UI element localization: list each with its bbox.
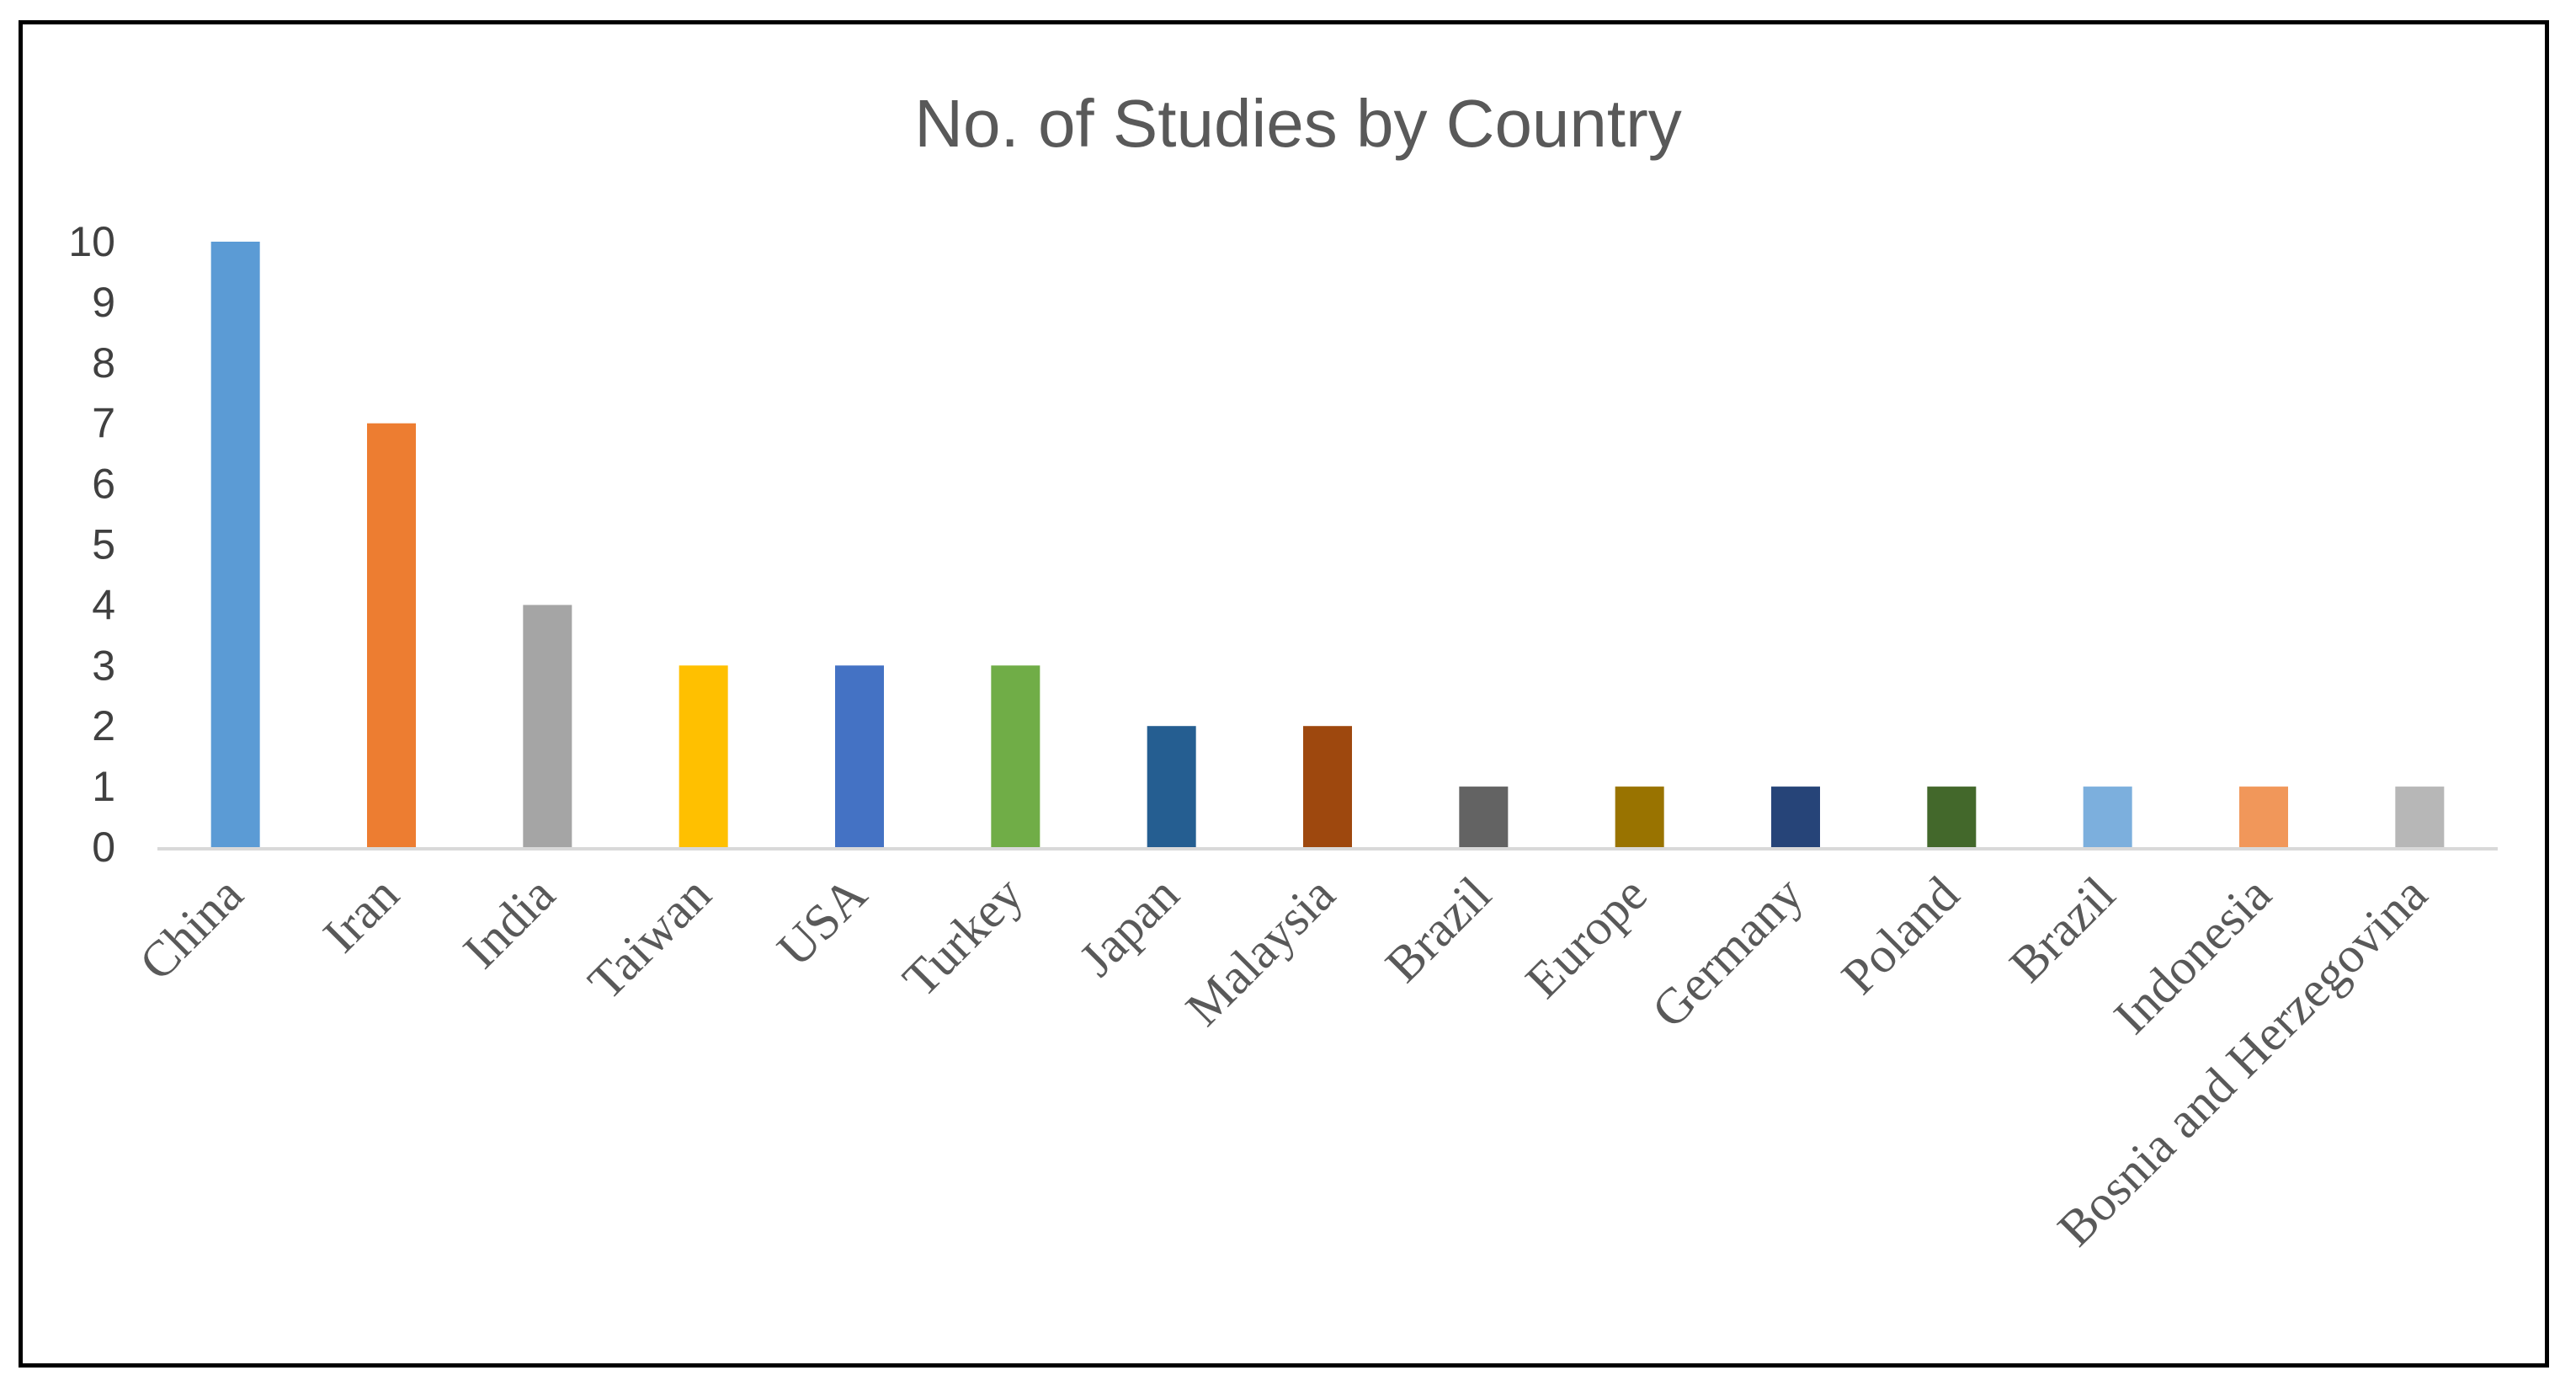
- x-tick-label: India: [453, 866, 566, 979]
- bar-china: [210, 242, 260, 847]
- bar-europe: [1615, 786, 1664, 847]
- bar-brazil: [2083, 786, 2132, 847]
- y-tick-label: 2: [92, 702, 115, 749]
- bar-usa: [835, 665, 884, 847]
- bar-malaysia: [1303, 726, 1352, 847]
- chart-frame: No. of Studies by Country 0 1 2 3 4 5 6 7 8 9 10 C…: [19, 20, 2549, 1368]
- y-tick-label: 3: [92, 642, 115, 689]
- x-tick-label: Japan: [1069, 866, 1190, 987]
- bar-germany: [1771, 786, 1820, 847]
- y-tick-label: 0: [92, 824, 115, 871]
- bar-india: [523, 605, 572, 847]
- y-tick-label: 10: [68, 218, 115, 265]
- y-tick-label: 7: [92, 400, 115, 447]
- y-tick-label: 8: [92, 339, 115, 387]
- x-tick-label: Turkey: [892, 866, 1034, 1008]
- x-tick-label: Brazil: [1999, 866, 2126, 993]
- y-axis-ticks: 0 1 2 3 4 5 6 7 8 9 10: [68, 218, 115, 871]
- x-axis-labels: China Iran India Taiwan USA Turkey JapanMalays…: [129, 866, 2438, 1257]
- x-tick-label: Brazil: [1375, 866, 1501, 993]
- bar-chart: No. of Studies by Country 0 1 2 3 4 5 6 7 8 9 10 C…: [68, 86, 2498, 1257]
- bar-poland: [1927, 786, 1977, 847]
- x-tick-label: Iran: [312, 866, 409, 963]
- bar-turkey: [991, 665, 1041, 847]
- bar-brazil: [1459, 786, 1509, 847]
- y-tick-label: 9: [92, 279, 115, 326]
- x-tick-label: Malaysia: [1175, 866, 1345, 1037]
- bar-taiwan: [679, 665, 728, 847]
- x-tick-label: Germany: [1642, 866, 1814, 1039]
- x-tick-label: China: [129, 866, 253, 991]
- y-tick-label: 5: [92, 521, 115, 568]
- y-tick-label: 1: [92, 763, 115, 810]
- bar-japan: [1147, 726, 1196, 847]
- bars: [210, 242, 2445, 847]
- y-tick-label: 6: [92, 461, 115, 508]
- x-tick-label: Poland: [1831, 866, 1970, 1005]
- y-tick-label: 4: [92, 581, 115, 628]
- chart-title: No. of Studies by Country: [914, 86, 1682, 161]
- bar-iran: [367, 423, 416, 847]
- bar-bosnia-and-herzegovina: [2395, 786, 2445, 847]
- x-tick-label: Europe: [1515, 866, 1658, 1009]
- bar-indonesia: [2239, 786, 2288, 847]
- x-tick-label: Taiwan: [577, 866, 721, 1010]
- x-tick-label: USA: [767, 866, 878, 978]
